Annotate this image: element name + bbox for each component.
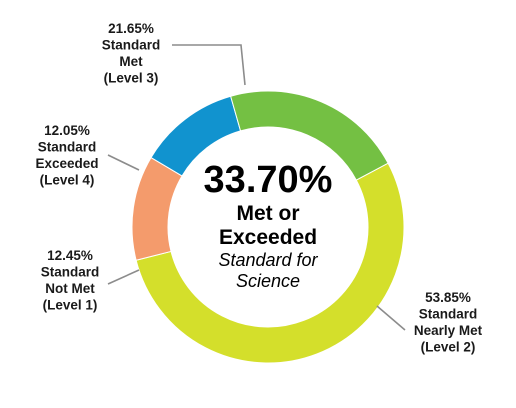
slice-label-3-line-4: (Level 4) [40, 173, 95, 188]
slice-label-4-line-1: 21.65% [108, 21, 154, 36]
slice-label-4: 21.65% Standard Met (Level 3) [102, 21, 161, 86]
center-line-science: Science [236, 271, 300, 291]
slice-label-4-line-2: Standard [102, 38, 161, 53]
slice-label-1-line-4: (Level 2) [421, 340, 476, 355]
slice-label-1-line-2: Standard [419, 307, 478, 322]
leader-line-3 [107, 154, 140, 171]
donut-slice-2 [131, 156, 183, 261]
slice-label-3: 12.05% Standard Exceeded (Level 4) [35, 123, 98, 188]
center-text: 33.70% Met or Exceeded Standard for Scie… [204, 159, 333, 291]
center-line-exceeded: Exceeded [219, 226, 317, 249]
slice-label-3-line-3: Exceeded [35, 156, 98, 171]
slice-labels: 53.85% Standard Nearly Met (Level 2)12.45% S… [35, 21, 482, 355]
leader-line-2 [107, 269, 140, 285]
slice-label-4-line-3: Met [119, 54, 143, 69]
slice-label-1: 53.85% Standard Nearly Met (Level 2) [414, 290, 483, 355]
slices-layer [131, 90, 405, 364]
slice-label-2-line-4: (Level 1) [43, 298, 98, 313]
donut-slice-1 [135, 162, 405, 364]
center-percent: 33.70% [204, 159, 333, 201]
center-line-met-or: Met or [237, 202, 300, 225]
slice-label-1-line-3: Nearly Met [414, 323, 483, 338]
slice-label-2-line-2: Standard [41, 265, 100, 280]
leader-line-4 [172, 44, 246, 86]
center-line-standard-for: Standard for [218, 250, 318, 270]
slice-label-1-line-1: 53.85% [425, 290, 471, 305]
slice-label-2: 12.45% Standard Not Met (Level 1) [41, 248, 100, 313]
slice-label-3-line-2: Standard [38, 140, 97, 155]
slice-label-4-line-4: (Level 3) [104, 71, 159, 86]
slice-label-3-line-1: 12.05% [44, 123, 90, 138]
leader-line-1 [376, 305, 406, 331]
slice-label-2-line-3: Not Met [45, 281, 95, 296]
leader-lines [107, 44, 406, 331]
donut-slice-4 [230, 90, 389, 181]
slice-label-2-line-1: 12.45% [47, 248, 93, 263]
